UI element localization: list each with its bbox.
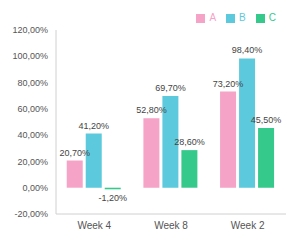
svg-text:80,00%: 80,00% [17,78,48,88]
svg-text:Week 8: Week 8 [154,220,188,231]
svg-text:60,00%: 60,00% [17,104,48,114]
html-text:A: A [209,12,217,23]
svg-text:20,00%: 20,00% [17,157,48,167]
svg-text:73,20%: 73,20% [213,79,244,89]
svg-text:40,00%: 40,00% [17,130,48,140]
html-text:C: C [268,12,276,23]
svg-text:-1,20%: -1,20% [98,193,127,203]
svg-text:52,80%: 52,80% [136,105,167,115]
svg-text:20,70%: 20,70% [59,148,90,158]
html-text:B: B [239,12,246,23]
svg-text:Week 2: Week 2 [231,220,265,231]
svg-text:45,50%: 45,50% [251,115,282,125]
svg-text:69,70%: 69,70% [155,83,186,93]
svg-text:100,00%: 100,00% [12,51,48,61]
svg-text:120,00%: 120,00% [12,25,48,35]
svg-text:28,60%: 28,60% [174,137,205,147]
svg-text:41,20%: 41,20% [78,121,109,131]
svg-text:-20,00%: -20,00% [14,209,48,219]
svg-text:Week 4: Week 4 [77,220,111,231]
svg-text:0,00%: 0,00% [22,183,48,193]
svg-text:98,40%: 98,40% [232,45,263,55]
